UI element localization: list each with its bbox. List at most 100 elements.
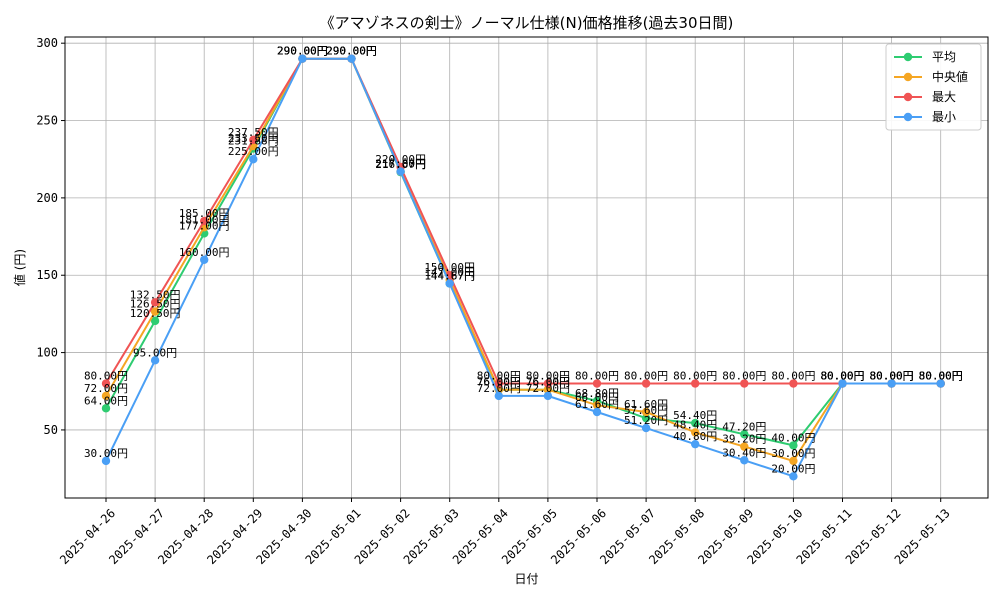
chart-title: 《アマゾネスの剣士》ノーマル仕様(N)価格推移(過去30日間) [320, 14, 734, 32]
legend-label: 最小 [932, 110, 956, 124]
series-lines [101, 54, 945, 481]
legend-item: 最大 [894, 90, 956, 104]
data-point [101, 404, 111, 413]
data-label: 20.00円 [771, 462, 815, 475]
data-point [101, 391, 111, 401]
data-label: 290.00円 [277, 45, 328, 58]
data-label: 80.00円 [624, 370, 668, 383]
data-point [789, 472, 798, 481]
data-point [150, 307, 160, 316]
data-point [691, 439, 700, 449]
data-label: 80.00円 [820, 370, 864, 383]
legend-label: 最大 [932, 90, 956, 104]
data-label: 177.00円 [179, 219, 230, 232]
data-point [740, 379, 749, 388]
y-tick-label: 200 [36, 191, 58, 205]
data-label: 39.20円 [722, 433, 766, 446]
data-point [740, 456, 749, 465]
data-label: 66.00円 [575, 391, 619, 404]
plot-frame [64, 36, 989, 499]
data-point [592, 379, 602, 388]
data-point [494, 379, 503, 388]
data-label: 217.00円 [375, 158, 426, 171]
data-label: 61.60円 [624, 398, 668, 411]
data-label: 54.40円 [673, 409, 717, 422]
data-label: 80.00円 [870, 370, 914, 383]
data-point [150, 298, 160, 307]
legend-marker [903, 52, 913, 62]
data-label: 30.40円 [722, 446, 766, 459]
legend-marker [903, 72, 913, 82]
data-point [543, 385, 553, 394]
data-label: 80.00円 [820, 370, 864, 383]
data-point [936, 379, 945, 388]
data-label: 80.00円 [919, 370, 963, 383]
data-label: 185.00円 [179, 207, 230, 220]
series-line [105, 57, 941, 478]
data-point [691, 418, 700, 428]
data-label: 76.00円 [526, 376, 570, 389]
data-label: 132.50円 [130, 288, 181, 301]
y-tick-label: 100 [36, 346, 58, 360]
data-point [298, 54, 307, 63]
data-label: 72.00円 [526, 382, 570, 395]
data-label: 80.00円 [870, 370, 914, 383]
legend-item: 平均 [894, 50, 956, 64]
data-label: 30.00円 [84, 447, 128, 460]
data-label: 57.60円 [624, 404, 668, 417]
data-label: 144.67円 [424, 269, 475, 282]
data-label: 80.00円 [870, 370, 914, 383]
data-point [249, 135, 258, 145]
data-label: 80.00円 [477, 370, 521, 383]
data-label: 126.50円 [130, 298, 181, 311]
y-tick-label: 150 [36, 268, 58, 282]
data-label: 80.00円 [870, 370, 914, 383]
data-point [150, 356, 160, 365]
y-tick-label: 50 [44, 423, 58, 437]
data-point [494, 391, 503, 401]
data-point [641, 413, 651, 423]
data-point [249, 155, 258, 164]
data-label: 225.00円 [228, 145, 279, 158]
data-label: 80.00円 [771, 370, 815, 383]
data-label: 72.00円 [84, 382, 128, 395]
data-point [641, 407, 651, 417]
data-label: 144.67円 [424, 269, 475, 282]
data-label: 233.50円 [228, 132, 279, 145]
grid [65, 37, 988, 498]
legend-label: 平均 [932, 50, 956, 64]
data-label: 160.00円 [179, 246, 230, 259]
data-label: 80.00円 [673, 370, 717, 383]
data-label: 80.00円 [820, 370, 864, 383]
data-label: 290.00円 [326, 45, 377, 58]
data-point [347, 54, 356, 63]
data-point [101, 456, 111, 466]
y-tick-label: 300 [36, 36, 58, 50]
data-label: 48.40円 [673, 418, 717, 431]
data-label: 80.00円 [820, 370, 864, 383]
data-label: 147.00円 [424, 266, 475, 279]
data-label: 64.00円 [84, 394, 128, 407]
data-point [691, 428, 700, 437]
data-label: 80.00円 [722, 370, 766, 383]
data-label: 290.00円 [277, 45, 328, 58]
series-line [105, 57, 941, 463]
data-label: 76.00円 [477, 376, 521, 389]
x-axis-title: 日付 [514, 572, 538, 586]
data-point [200, 255, 209, 264]
data-label: 80.00円 [919, 370, 963, 383]
data-point [543, 379, 553, 388]
data-point [641, 379, 651, 388]
data-point [445, 279, 454, 288]
data-label: 290.00円 [326, 45, 377, 58]
data-label: 231.88円 [228, 135, 279, 148]
plot-area [65, 37, 988, 498]
data-point [543, 391, 553, 401]
legend-item: 最小 [894, 110, 956, 124]
data-point [101, 379, 111, 388]
legend-marker [903, 92, 913, 102]
legend-item: 中央値 [894, 69, 968, 84]
data-label: 290.00円 [277, 45, 328, 58]
